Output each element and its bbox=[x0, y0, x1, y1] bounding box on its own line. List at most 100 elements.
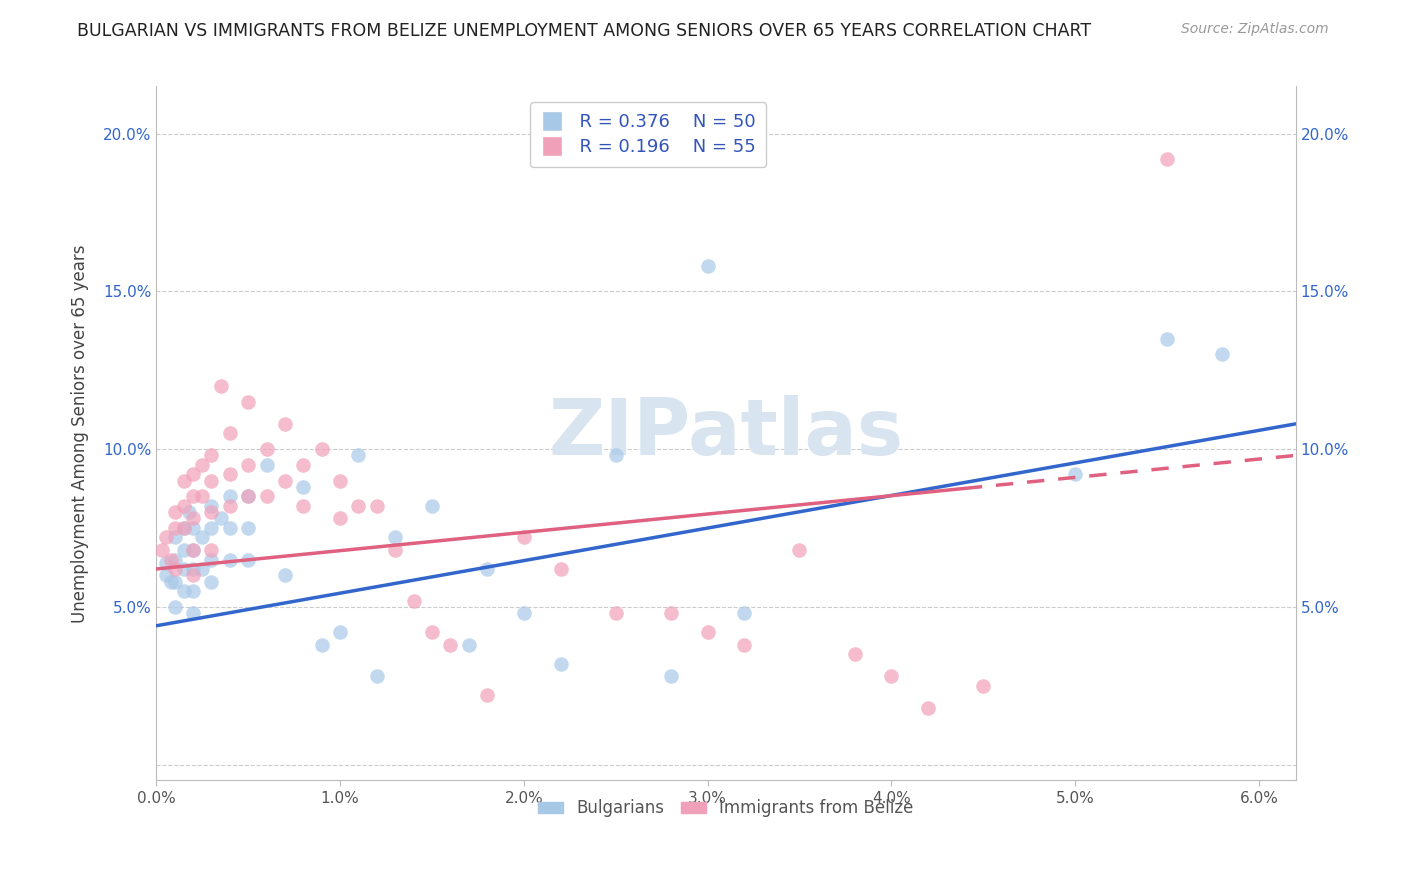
Point bbox=[256, 458, 278, 472]
Point bbox=[347, 499, 370, 513]
Point bbox=[163, 562, 186, 576]
Point bbox=[200, 505, 222, 519]
Point bbox=[163, 530, 186, 544]
Point bbox=[209, 379, 232, 393]
Point bbox=[173, 521, 195, 535]
Point bbox=[366, 669, 388, 683]
Text: BULGARIAN VS IMMIGRANTS FROM BELIZE UNEMPLOYMENT AMONG SENIORS OVER 65 YEARS COR: BULGARIAN VS IMMIGRANTS FROM BELIZE UNEM… bbox=[77, 22, 1091, 40]
Point bbox=[880, 669, 903, 683]
Point bbox=[1156, 152, 1178, 166]
Point bbox=[238, 490, 260, 504]
Text: ZIPatlas: ZIPatlas bbox=[548, 395, 904, 471]
Point bbox=[917, 700, 939, 714]
Point bbox=[155, 556, 177, 570]
Point bbox=[1156, 332, 1178, 346]
Point bbox=[238, 458, 260, 472]
Point bbox=[238, 394, 260, 409]
Point bbox=[311, 442, 333, 456]
Point bbox=[160, 552, 183, 566]
Point bbox=[550, 562, 572, 576]
Point bbox=[659, 669, 682, 683]
Point bbox=[155, 530, 177, 544]
Point bbox=[329, 511, 352, 525]
Point bbox=[163, 574, 186, 589]
Point bbox=[181, 606, 204, 620]
Point bbox=[420, 499, 443, 513]
Point bbox=[696, 259, 718, 273]
Point bbox=[605, 606, 627, 620]
Point bbox=[218, 490, 240, 504]
Point bbox=[155, 568, 177, 582]
Point bbox=[696, 625, 718, 640]
Point bbox=[181, 490, 204, 504]
Point bbox=[256, 442, 278, 456]
Point bbox=[513, 606, 536, 620]
Text: Source: ZipAtlas.com: Source: ZipAtlas.com bbox=[1181, 22, 1329, 37]
Point bbox=[181, 543, 204, 558]
Point bbox=[292, 458, 315, 472]
Point bbox=[163, 599, 186, 614]
Point bbox=[181, 521, 204, 535]
Point bbox=[181, 568, 204, 582]
Point bbox=[173, 521, 195, 535]
Point bbox=[200, 521, 222, 535]
Point bbox=[209, 511, 232, 525]
Point bbox=[475, 688, 498, 702]
Point bbox=[274, 474, 297, 488]
Point bbox=[218, 467, 240, 482]
Point bbox=[150, 543, 173, 558]
Point bbox=[173, 584, 195, 599]
Legend: Bulgarians, Immigrants from Belize: Bulgarians, Immigrants from Belize bbox=[531, 793, 921, 824]
Point bbox=[163, 505, 186, 519]
Point bbox=[218, 552, 240, 566]
Point bbox=[238, 521, 260, 535]
Point bbox=[200, 474, 222, 488]
Point bbox=[347, 449, 370, 463]
Point bbox=[844, 647, 866, 661]
Point bbox=[181, 562, 204, 576]
Point bbox=[191, 530, 214, 544]
Point bbox=[457, 638, 479, 652]
Point bbox=[191, 458, 214, 472]
Point bbox=[181, 511, 204, 525]
Point bbox=[292, 480, 315, 494]
Point bbox=[1211, 347, 1233, 361]
Point bbox=[384, 530, 406, 544]
Point bbox=[439, 638, 461, 652]
Point bbox=[200, 449, 222, 463]
Point bbox=[218, 426, 240, 441]
Point bbox=[1064, 467, 1087, 482]
Point bbox=[191, 490, 214, 504]
Point bbox=[163, 552, 186, 566]
Point bbox=[733, 606, 755, 620]
Point bbox=[200, 499, 222, 513]
Point bbox=[292, 499, 315, 513]
Point bbox=[181, 584, 204, 599]
Point bbox=[179, 505, 201, 519]
Point bbox=[181, 543, 204, 558]
Point bbox=[163, 521, 186, 535]
Point bbox=[200, 574, 222, 589]
Point bbox=[311, 638, 333, 652]
Point bbox=[605, 449, 627, 463]
Point bbox=[173, 499, 195, 513]
Point bbox=[218, 521, 240, 535]
Point bbox=[329, 625, 352, 640]
Y-axis label: Unemployment Among Seniors over 65 years: Unemployment Among Seniors over 65 years bbox=[72, 244, 89, 623]
Point bbox=[274, 417, 297, 431]
Point bbox=[274, 568, 297, 582]
Point bbox=[173, 543, 195, 558]
Point bbox=[402, 593, 425, 607]
Point bbox=[218, 499, 240, 513]
Point bbox=[420, 625, 443, 640]
Point bbox=[366, 499, 388, 513]
Point bbox=[200, 552, 222, 566]
Point bbox=[200, 543, 222, 558]
Point bbox=[972, 679, 994, 693]
Point bbox=[789, 543, 811, 558]
Point bbox=[550, 657, 572, 671]
Point bbox=[384, 543, 406, 558]
Point bbox=[329, 474, 352, 488]
Point bbox=[191, 562, 214, 576]
Point bbox=[173, 562, 195, 576]
